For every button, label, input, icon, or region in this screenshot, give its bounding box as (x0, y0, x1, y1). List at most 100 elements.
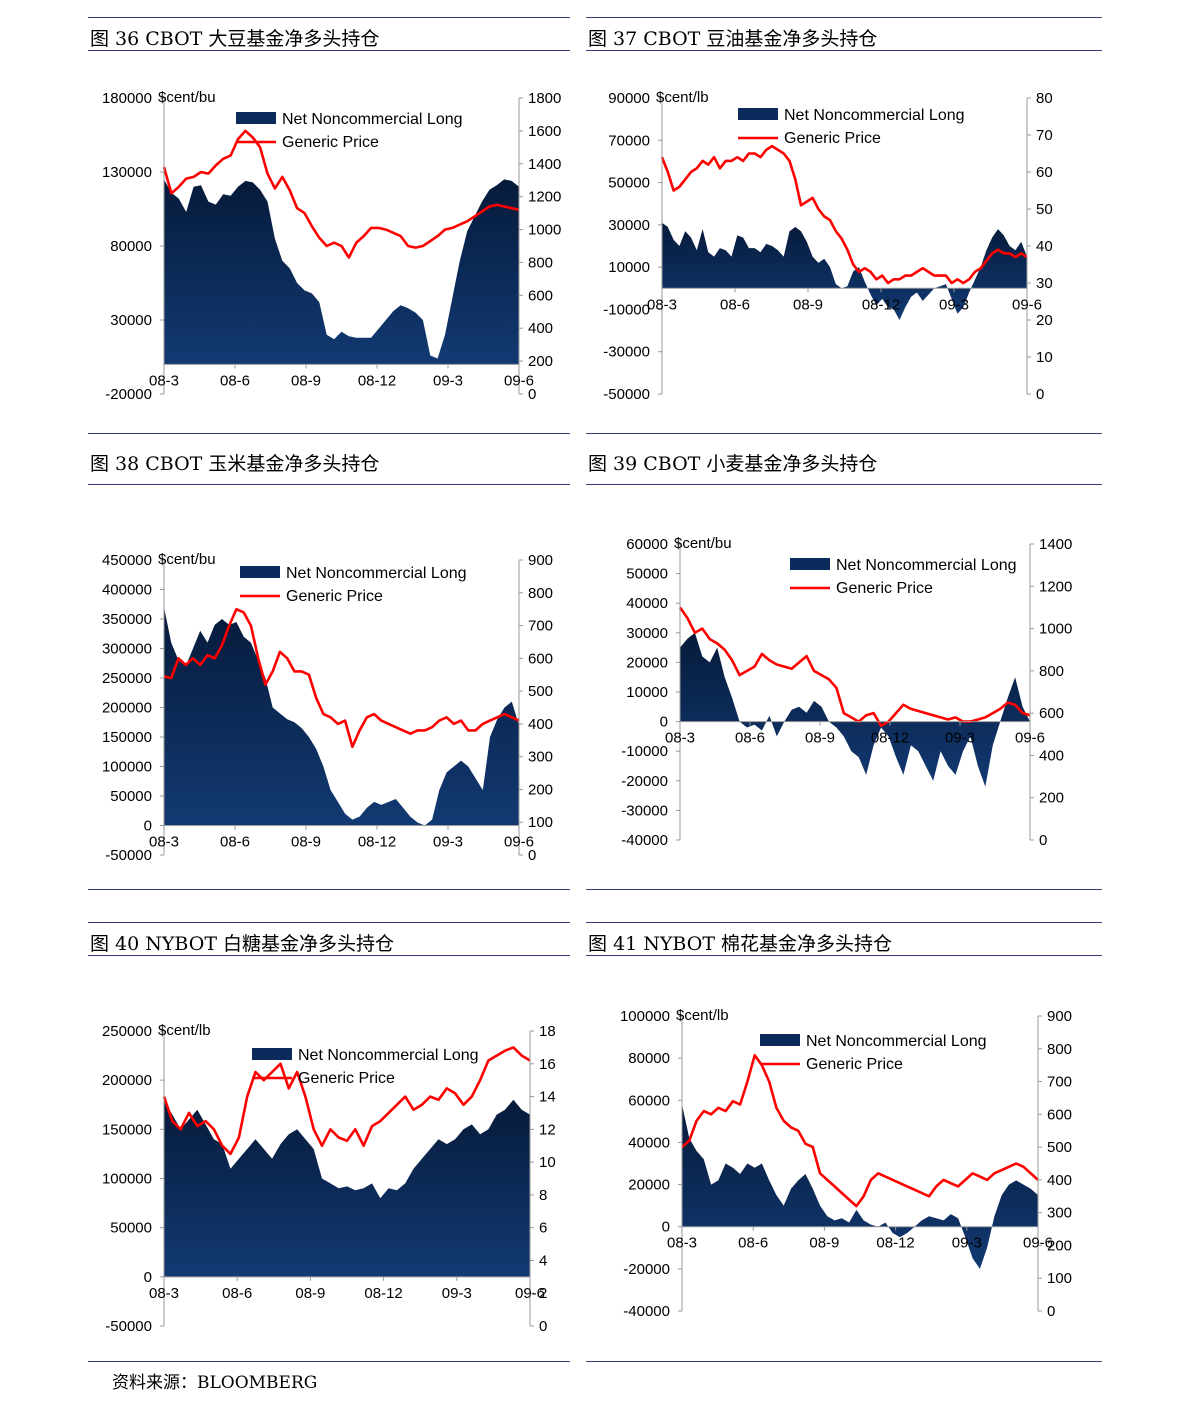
c37-right-tick-label-7: 70 (1036, 127, 1053, 144)
c37-left-tick-label-2: -10000 (603, 301, 650, 318)
chart-title-38: 图 38 CBOT 玉米基金净多头持仓 (90, 453, 380, 475)
c36-right-tick-label-5: 1000 (528, 222, 561, 239)
chart-title-36: 图 36 CBOT 大豆基金净多头持仓 (90, 28, 380, 50)
c38-left-tick-label-2: 50000 (110, 788, 152, 805)
c39-left-tick-label-8: 40000 (626, 595, 668, 612)
c41-legend-area-swatch (760, 1034, 800, 1046)
c38-legend-area-swatch (240, 566, 280, 578)
c36-x-tick-label-2: 08-9 (291, 372, 321, 389)
c38-right-tick-label-5: 500 (528, 683, 553, 700)
c39-x-tick-label-1: 08-6 (735, 730, 765, 747)
c41-right-tick-label-7: 700 (1047, 1074, 1072, 1091)
c38-left-tick-label-9: 400000 (102, 582, 152, 599)
c40-x-tick-label-5: 09-6 (515, 1285, 545, 1302)
c40-left-tick-label-4: 150000 (102, 1121, 152, 1138)
c36-net-long-area (164, 179, 519, 365)
c38-left-tick-label-3: 100000 (102, 759, 152, 776)
c40-left-tick-label-6: 250000 (102, 1023, 152, 1040)
c39-legend-area-label: Net Noncommercial Long (836, 557, 1017, 574)
c38-x-tick-label-5: 09-6 (504, 834, 534, 851)
c39-legend-area-swatch (790, 558, 830, 570)
c41-x-tick-label-1: 08-6 (738, 1235, 768, 1252)
c36-legend-price-label: Generic Price (282, 134, 379, 151)
c36-x-tick-label-5: 09-6 (504, 372, 534, 389)
c37-right-tick-label-3: 30 (1036, 275, 1053, 292)
c41-right-tick-label-4: 400 (1047, 1172, 1072, 1189)
c40-left-tick-label-3: 100000 (102, 1171, 152, 1188)
c38-unit-label: $cent/bu (158, 551, 216, 568)
c39-right-tick-label-7: 1400 (1039, 536, 1072, 553)
c36-left-tick-label-2: 80000 (110, 238, 152, 255)
c37-left-tick-label-1: -30000 (603, 344, 650, 361)
c36-left-tick-label-4: 180000 (102, 90, 152, 107)
c38-right-tick-label-3: 300 (528, 749, 553, 766)
c37-x-tick-label-0: 08-3 (647, 296, 677, 313)
c39-right-tick-label-2: 400 (1039, 747, 1064, 764)
c41-x-tick-label-5: 09-6 (1023, 1235, 1053, 1252)
c36-x-tick-label-1: 08-6 (220, 372, 250, 389)
c40-right-tick-label-8: 16 (539, 1056, 556, 1073)
c40-x-tick-label-0: 08-3 (149, 1285, 179, 1302)
c38-left-tick-label-7: 300000 (102, 641, 152, 658)
c41-right-tick-label-8: 800 (1047, 1041, 1072, 1058)
c36-x-tick-label-4: 09-3 (433, 372, 463, 389)
c36-left-tick-label-3: 130000 (102, 164, 152, 181)
c36-left-tick-label-1: 30000 (110, 312, 152, 329)
c39-left-tick-label-1: -30000 (621, 802, 668, 819)
source-note: 资料来源：BLOOMBERG (112, 1373, 318, 1393)
c41-left-tick-label-0: -40000 (623, 1303, 670, 1320)
c36-right-tick-label-6: 1200 (528, 189, 561, 206)
c37-x-tick-label-2: 08-9 (793, 296, 823, 313)
c37-legend-area-swatch (738, 108, 778, 120)
c41-x-tick-label-4: 09-3 (952, 1235, 982, 1252)
c39-right-tick-label-0: 0 (1039, 832, 1047, 849)
c36-left-tick-label-0: -20000 (105, 386, 152, 403)
c36-x-tick-label-3: 08-12 (358, 372, 396, 389)
c41-x-tick-label-2: 08-9 (809, 1235, 839, 1252)
c36-right-tick-label-4: 800 (528, 254, 553, 271)
c39-left-tick-label-10: 60000 (626, 536, 668, 553)
c38-x-tick-label-0: 08-3 (149, 834, 179, 851)
c39-left-tick-label-0: -40000 (621, 832, 668, 849)
c40-right-tick-label-7: 14 (539, 1089, 556, 1106)
c37-unit-label: $cent/lb (656, 89, 709, 106)
c38-right-tick-label-0: 0 (528, 847, 536, 864)
c40-right-tick-label-1: 2 (539, 1285, 547, 1302)
c38-left-tick-label-8: 350000 (102, 611, 152, 628)
c40-left-tick-label-0: -50000 (105, 1318, 152, 1335)
c37-legend-area-label: Net Noncommercial Long (784, 107, 965, 124)
c41-net-long-area (682, 1104, 1038, 1269)
c41-right-tick-label-9: 900 (1047, 1008, 1072, 1025)
c39-right-tick-label-1: 200 (1039, 790, 1064, 807)
c39-left-tick-label-2: -20000 (621, 773, 668, 790)
c40-right-tick-label-5: 10 (539, 1154, 556, 1171)
c39-legend-price-label: Generic Price (836, 580, 933, 597)
c36-right-tick-label-0: 0 (528, 386, 536, 403)
c36-legend-area-swatch (236, 112, 276, 124)
c36-price-line (162, 129, 520, 259)
c36-right-tick-label-7: 1400 (528, 156, 561, 173)
c39-right-tick-label-4: 800 (1039, 663, 1064, 680)
c40-legend-area-label: Net Noncommercial Long (298, 1047, 479, 1064)
c38-net-long-area (164, 607, 519, 826)
c41-right-tick-label-1: 100 (1047, 1270, 1072, 1287)
c39-left-tick-label-7: 30000 (626, 625, 668, 642)
c37-left-tick-label-3: 10000 (608, 259, 650, 276)
c40-x-tick-label-1: 08-6 (222, 1285, 252, 1302)
c36-right-tick-label-2: 400 (528, 320, 553, 337)
c37-x-tick-label-4: 09-3 (939, 296, 969, 313)
c38-right-tick-label-1: 100 (528, 814, 553, 831)
c41-legend-price-label: Generic Price (806, 1056, 903, 1073)
c41-left-tick-label-2: 0 (662, 1219, 670, 1236)
c40-x-tick-label-4: 09-3 (442, 1285, 472, 1302)
c39-left-tick-label-6: 20000 (626, 654, 668, 671)
chart-title-41: 图 41 NYBOT 棉花基金净多头持仓 (588, 933, 893, 955)
c39-left-tick-label-5: 10000 (626, 684, 668, 701)
c36-x-tick-label-0: 08-3 (149, 372, 179, 389)
c40-right-tick-label-9: 18 (539, 1023, 556, 1040)
c39-right-tick-label-5: 1000 (1039, 621, 1072, 638)
c37-right-tick-label-4: 40 (1036, 238, 1053, 255)
c41-right-tick-label-2: 200 (1047, 1237, 1072, 1254)
c38-x-tick-label-3: 08-12 (358, 834, 396, 851)
